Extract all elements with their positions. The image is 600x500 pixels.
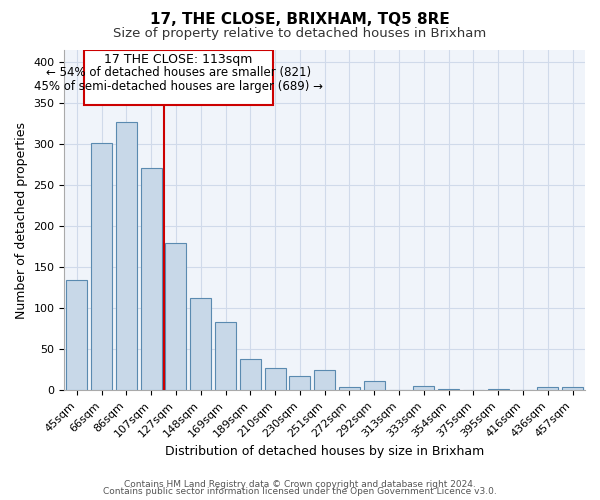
Bar <box>289 376 310 390</box>
Bar <box>364 381 385 390</box>
Bar <box>413 386 434 390</box>
Text: ← 54% of detached houses are smaller (821): ← 54% of detached houses are smaller (82… <box>46 66 311 80</box>
X-axis label: Distribution of detached houses by size in Brixham: Distribution of detached houses by size … <box>165 444 484 458</box>
FancyBboxPatch shape <box>84 50 272 105</box>
Bar <box>215 322 236 390</box>
Bar <box>166 242 187 390</box>
Y-axis label: Number of detached properties: Number of detached properties <box>15 122 28 318</box>
Text: 17 THE CLOSE: 113sqm: 17 THE CLOSE: 113sqm <box>104 54 253 66</box>
Bar <box>537 387 559 390</box>
Bar <box>66 280 88 390</box>
Bar <box>339 387 360 390</box>
Text: 45% of semi-detached houses are larger (689) →: 45% of semi-detached houses are larger (… <box>34 80 323 92</box>
Bar <box>240 359 261 390</box>
Text: Contains public sector information licensed under the Open Government Licence v3: Contains public sector information licen… <box>103 487 497 496</box>
Bar <box>91 142 112 390</box>
Bar <box>190 298 211 390</box>
Text: Size of property relative to detached houses in Brixham: Size of property relative to detached ho… <box>113 28 487 40</box>
Bar <box>140 168 162 390</box>
Bar <box>116 122 137 390</box>
Text: 17, THE CLOSE, BRIXHAM, TQ5 8RE: 17, THE CLOSE, BRIXHAM, TQ5 8RE <box>150 12 450 28</box>
Bar <box>488 388 509 390</box>
Bar <box>562 387 583 390</box>
Bar <box>314 370 335 390</box>
Text: Contains HM Land Registry data © Crown copyright and database right 2024.: Contains HM Land Registry data © Crown c… <box>124 480 476 489</box>
Bar <box>265 368 286 390</box>
